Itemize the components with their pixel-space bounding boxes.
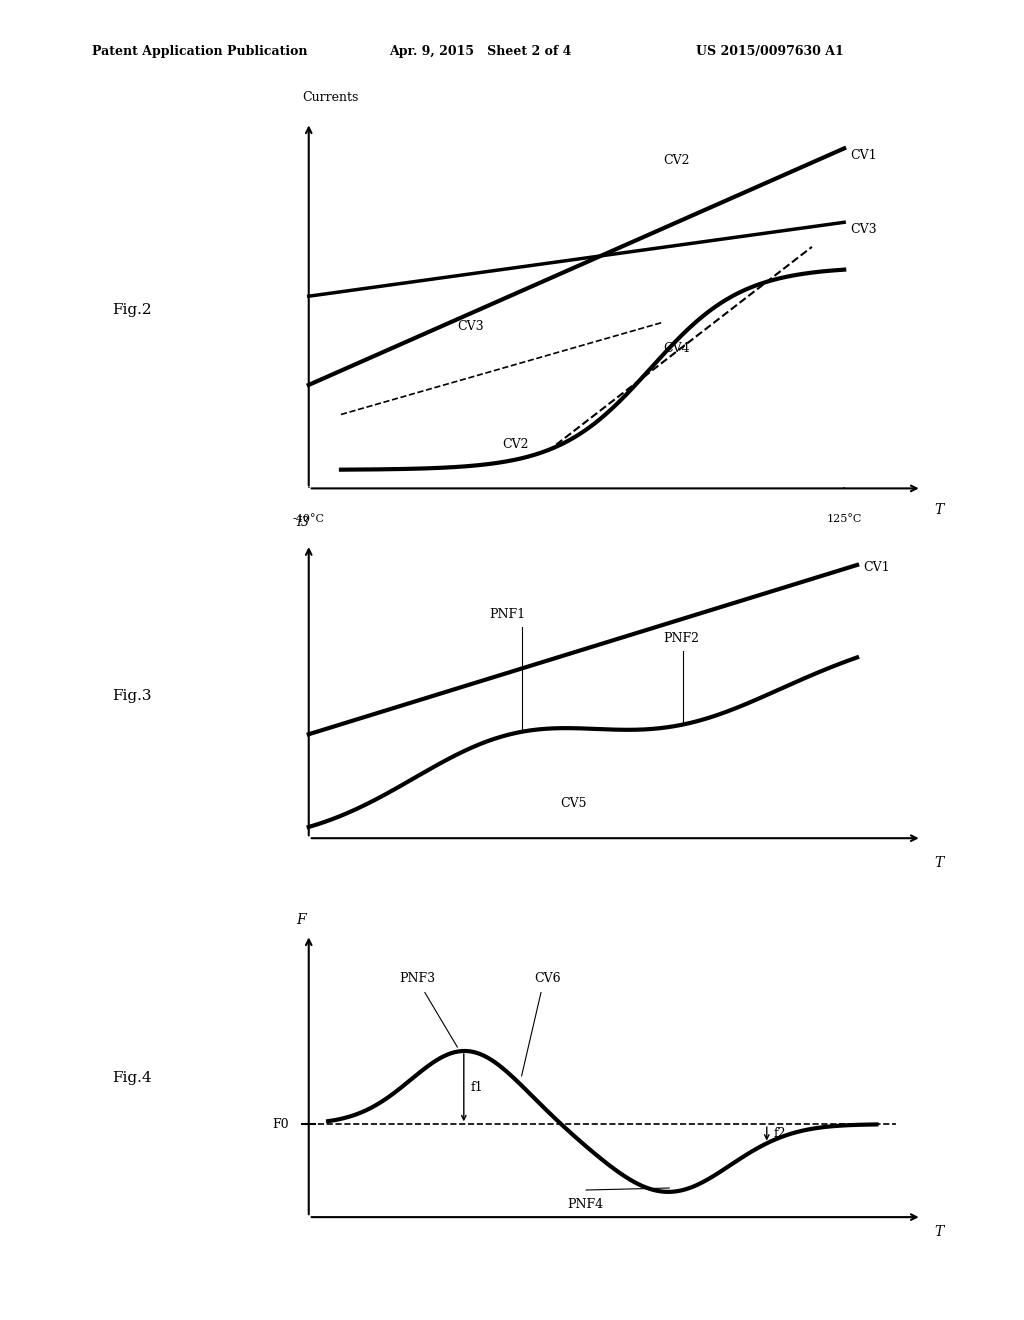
Text: F0: F0: [272, 1118, 290, 1131]
Text: T: T: [935, 1225, 944, 1239]
Text: f1: f1: [470, 1081, 483, 1094]
Text: Fig.2: Fig.2: [113, 304, 153, 317]
Text: CV4: CV4: [664, 342, 690, 355]
Text: Currents: Currents: [302, 91, 358, 104]
Text: T: T: [935, 503, 944, 517]
Text: Apr. 9, 2015   Sheet 2 of 4: Apr. 9, 2015 Sheet 2 of 4: [389, 45, 571, 58]
Text: PNF2: PNF2: [664, 632, 699, 645]
Text: PNF4: PNF4: [567, 1197, 603, 1210]
Text: I3: I3: [296, 516, 309, 529]
Text: US 2015/0097630 A1: US 2015/0097630 A1: [696, 45, 844, 58]
Text: -40°C: -40°C: [293, 515, 325, 524]
Text: T: T: [935, 855, 944, 870]
Text: 125°C: 125°C: [826, 515, 862, 524]
Text: CV2: CV2: [502, 438, 528, 451]
Text: CV3: CV3: [851, 223, 878, 236]
Text: CV3: CV3: [457, 321, 483, 333]
Text: CV6: CV6: [535, 972, 561, 985]
Text: PNF3: PNF3: [399, 972, 435, 985]
Text: CV2: CV2: [664, 154, 690, 166]
Text: Patent Application Publication: Patent Application Publication: [92, 45, 307, 58]
Text: Fig.3: Fig.3: [113, 689, 153, 702]
Text: CV5: CV5: [560, 796, 587, 809]
Text: Fig.4: Fig.4: [113, 1072, 153, 1085]
Text: F: F: [296, 912, 305, 927]
Text: f2: f2: [773, 1127, 785, 1140]
Text: CV1: CV1: [851, 149, 878, 162]
Text: CV1: CV1: [863, 561, 890, 574]
Text: PNF1: PNF1: [489, 609, 525, 622]
